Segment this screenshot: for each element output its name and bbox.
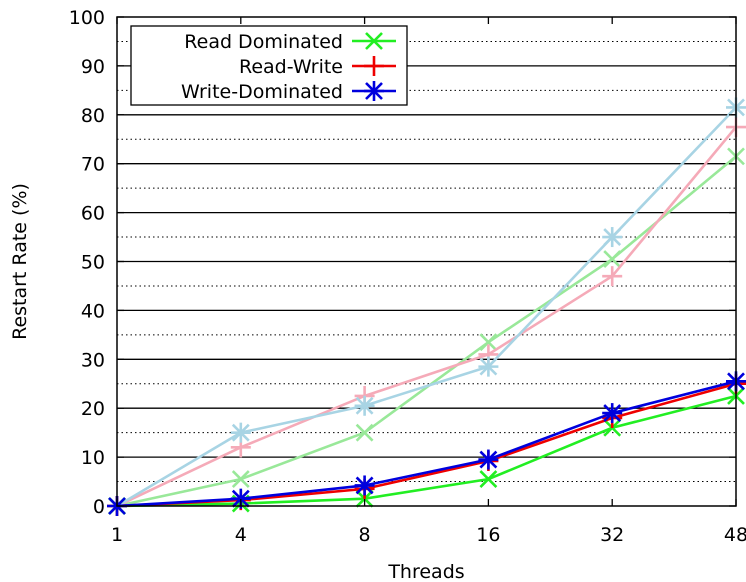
series-read-write xyxy=(107,373,746,516)
y-tick-label: 20 xyxy=(81,398,105,420)
x-tick-label: 8 xyxy=(359,524,371,546)
y-axis-label: Restart Rate (%) xyxy=(9,183,31,340)
grid-lines xyxy=(117,40,736,483)
data-point xyxy=(364,56,384,76)
data-point xyxy=(479,333,498,352)
y-tick-label: 30 xyxy=(81,349,105,371)
x-tick-label: 4 xyxy=(235,524,247,546)
x-axis-label: Threads xyxy=(387,561,464,582)
series-line xyxy=(116,380,737,508)
y-tick-label: 10 xyxy=(81,447,105,469)
series-write-dominated xyxy=(107,371,746,516)
data-point xyxy=(355,423,374,442)
y-tick-label: 40 xyxy=(81,300,105,322)
y-tick-label: 0 xyxy=(93,496,105,518)
y-tick-label: 80 xyxy=(81,105,105,127)
series-faded-5 xyxy=(107,97,746,516)
series-line xyxy=(116,106,737,508)
data-point xyxy=(602,266,623,287)
data-point xyxy=(365,32,383,50)
legend-item: Write-Dominated xyxy=(181,81,396,103)
y-tick-label: 100 xyxy=(69,7,105,29)
series-line xyxy=(116,126,738,508)
x-tick-label: 16 xyxy=(476,524,500,546)
legend-label: Write-Dominated xyxy=(181,81,343,103)
x-tick-label: 32 xyxy=(600,524,624,546)
series-layer xyxy=(107,97,746,516)
y-tick-label: 90 xyxy=(81,56,105,78)
data-point xyxy=(231,470,250,489)
legend: Read Dominated Read-Write Write-Dominated xyxy=(130,25,408,106)
data-point xyxy=(354,475,375,496)
series-faded-3 xyxy=(108,147,745,515)
legend-label: Read-Write xyxy=(239,56,343,78)
data-point xyxy=(479,470,498,489)
legend-item: Read-Write xyxy=(239,56,396,78)
y-tick-label: 50 xyxy=(81,252,105,274)
series-line xyxy=(116,394,737,508)
data-point xyxy=(602,403,623,424)
x-tick-label: 1 xyxy=(111,524,123,546)
data-point xyxy=(230,422,251,443)
legend-label: Read Dominated xyxy=(184,31,343,53)
y-tick-label: 70 xyxy=(81,154,105,176)
data-point xyxy=(478,449,499,470)
y-tick-label: 60 xyxy=(81,203,105,225)
plot-frame xyxy=(116,16,737,507)
x-tick-label: 48 xyxy=(724,524,746,546)
data-point xyxy=(603,250,622,268)
data-point xyxy=(478,356,499,377)
data-point xyxy=(364,81,384,101)
series-line xyxy=(116,155,737,508)
data-point xyxy=(354,395,375,416)
legend-item: Read Dominated xyxy=(184,31,396,53)
data-point xyxy=(602,227,623,248)
